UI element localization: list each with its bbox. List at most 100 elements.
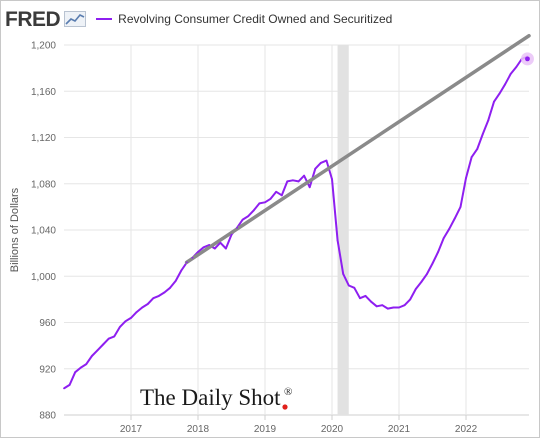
series-point xyxy=(96,349,99,352)
series-point xyxy=(185,261,188,264)
series-point xyxy=(465,177,467,179)
y-tick-label: 1,200 xyxy=(31,41,56,52)
y-tick-label: 1,080 xyxy=(31,179,56,190)
series-point xyxy=(118,326,121,329)
series-point xyxy=(437,251,439,253)
series-point xyxy=(470,156,473,159)
series-point xyxy=(504,83,506,86)
series-point xyxy=(264,201,266,204)
series-point xyxy=(448,227,451,230)
y-tick-label: 960 xyxy=(39,318,56,329)
series-point xyxy=(314,167,317,170)
series-point xyxy=(146,303,149,305)
series-point xyxy=(107,337,110,340)
series-point xyxy=(252,209,255,212)
series-point xyxy=(79,366,82,369)
series-point xyxy=(459,205,462,208)
series-point xyxy=(381,304,384,307)
series-point xyxy=(174,279,177,282)
series-point xyxy=(152,297,155,300)
series-point xyxy=(74,371,77,374)
chart-header: FRED Revolving Consumer Credit Owned and… xyxy=(5,7,392,31)
watermark-dot xyxy=(282,404,288,410)
x-axis: 2017 2018 2019 2020 2021 2022 xyxy=(120,415,478,435)
recession-band xyxy=(337,45,349,415)
series-point xyxy=(409,298,412,301)
series-point xyxy=(208,244,211,246)
series-point xyxy=(247,215,250,218)
series-point xyxy=(130,316,132,319)
watermark: The Daily Shot ® xyxy=(140,385,292,410)
series-point xyxy=(426,273,428,275)
legend-swatch xyxy=(96,18,113,20)
y-tick-label: 1,000 xyxy=(31,272,56,283)
series-point xyxy=(414,288,417,290)
series-point xyxy=(336,239,339,242)
series-point xyxy=(303,174,305,177)
series-point xyxy=(191,256,194,259)
series-point xyxy=(392,306,395,309)
series-point xyxy=(359,297,361,300)
series-point xyxy=(163,291,166,294)
series-point xyxy=(280,194,283,197)
series-point xyxy=(113,335,116,338)
series-point xyxy=(398,306,400,309)
series-point xyxy=(213,247,216,250)
series-point xyxy=(63,387,65,390)
series-point xyxy=(286,180,289,183)
series-point xyxy=(219,241,222,244)
series-point xyxy=(493,100,495,103)
series-point xyxy=(386,307,389,310)
series-point xyxy=(297,180,300,183)
series-point xyxy=(141,306,144,309)
series-point xyxy=(180,269,183,272)
y-axis-title: Billions of Dollars xyxy=(9,187,21,272)
grid xyxy=(64,44,529,416)
series-point xyxy=(319,162,322,164)
legend-label: Revolving Consumer Credit Owned and Secu… xyxy=(118,12,393,26)
x-tick-label: 2019 xyxy=(254,424,277,435)
series-point xyxy=(370,300,372,303)
series-point xyxy=(342,273,345,275)
y-tick-label: 1,120 xyxy=(31,133,56,144)
series-point xyxy=(225,247,227,250)
series-points xyxy=(63,55,529,390)
series-point xyxy=(68,384,71,386)
fred-logo: FRED xyxy=(5,7,61,31)
series-point xyxy=(487,119,490,122)
series-point xyxy=(347,284,350,287)
y-tick-label: 1,040 xyxy=(31,226,56,237)
series-point xyxy=(258,202,261,205)
series-point xyxy=(476,148,479,150)
series-point xyxy=(375,305,378,308)
series-point xyxy=(403,304,406,307)
trend-chart-icon xyxy=(64,11,87,27)
series-point xyxy=(241,218,244,221)
trend-line xyxy=(184,34,531,265)
series-point xyxy=(85,363,88,366)
series-point xyxy=(420,281,423,283)
series-point xyxy=(275,190,278,193)
y-tick-label: 1,160 xyxy=(31,87,56,98)
series-point xyxy=(498,92,501,95)
x-tick-label: 2022 xyxy=(455,424,478,435)
watermark-text: The Daily Shot xyxy=(140,385,281,410)
series-point xyxy=(124,320,127,323)
x-tick-label: 2017 xyxy=(120,424,143,435)
x-tick-label: 2018 xyxy=(187,424,210,435)
series-point xyxy=(325,159,328,162)
y-tick-label: 880 xyxy=(39,411,56,422)
series-point xyxy=(269,197,272,200)
series-point xyxy=(230,233,233,236)
watermark-registered-mark: ® xyxy=(284,386,292,398)
x-tick-label: 2021 xyxy=(388,424,411,435)
series-point xyxy=(197,251,199,253)
series-point xyxy=(202,246,205,249)
series-point xyxy=(135,311,138,313)
series-point xyxy=(453,217,456,220)
series-point xyxy=(308,186,311,189)
series-point xyxy=(169,286,171,289)
last-point-marker xyxy=(525,56,530,62)
series-point xyxy=(364,295,367,297)
